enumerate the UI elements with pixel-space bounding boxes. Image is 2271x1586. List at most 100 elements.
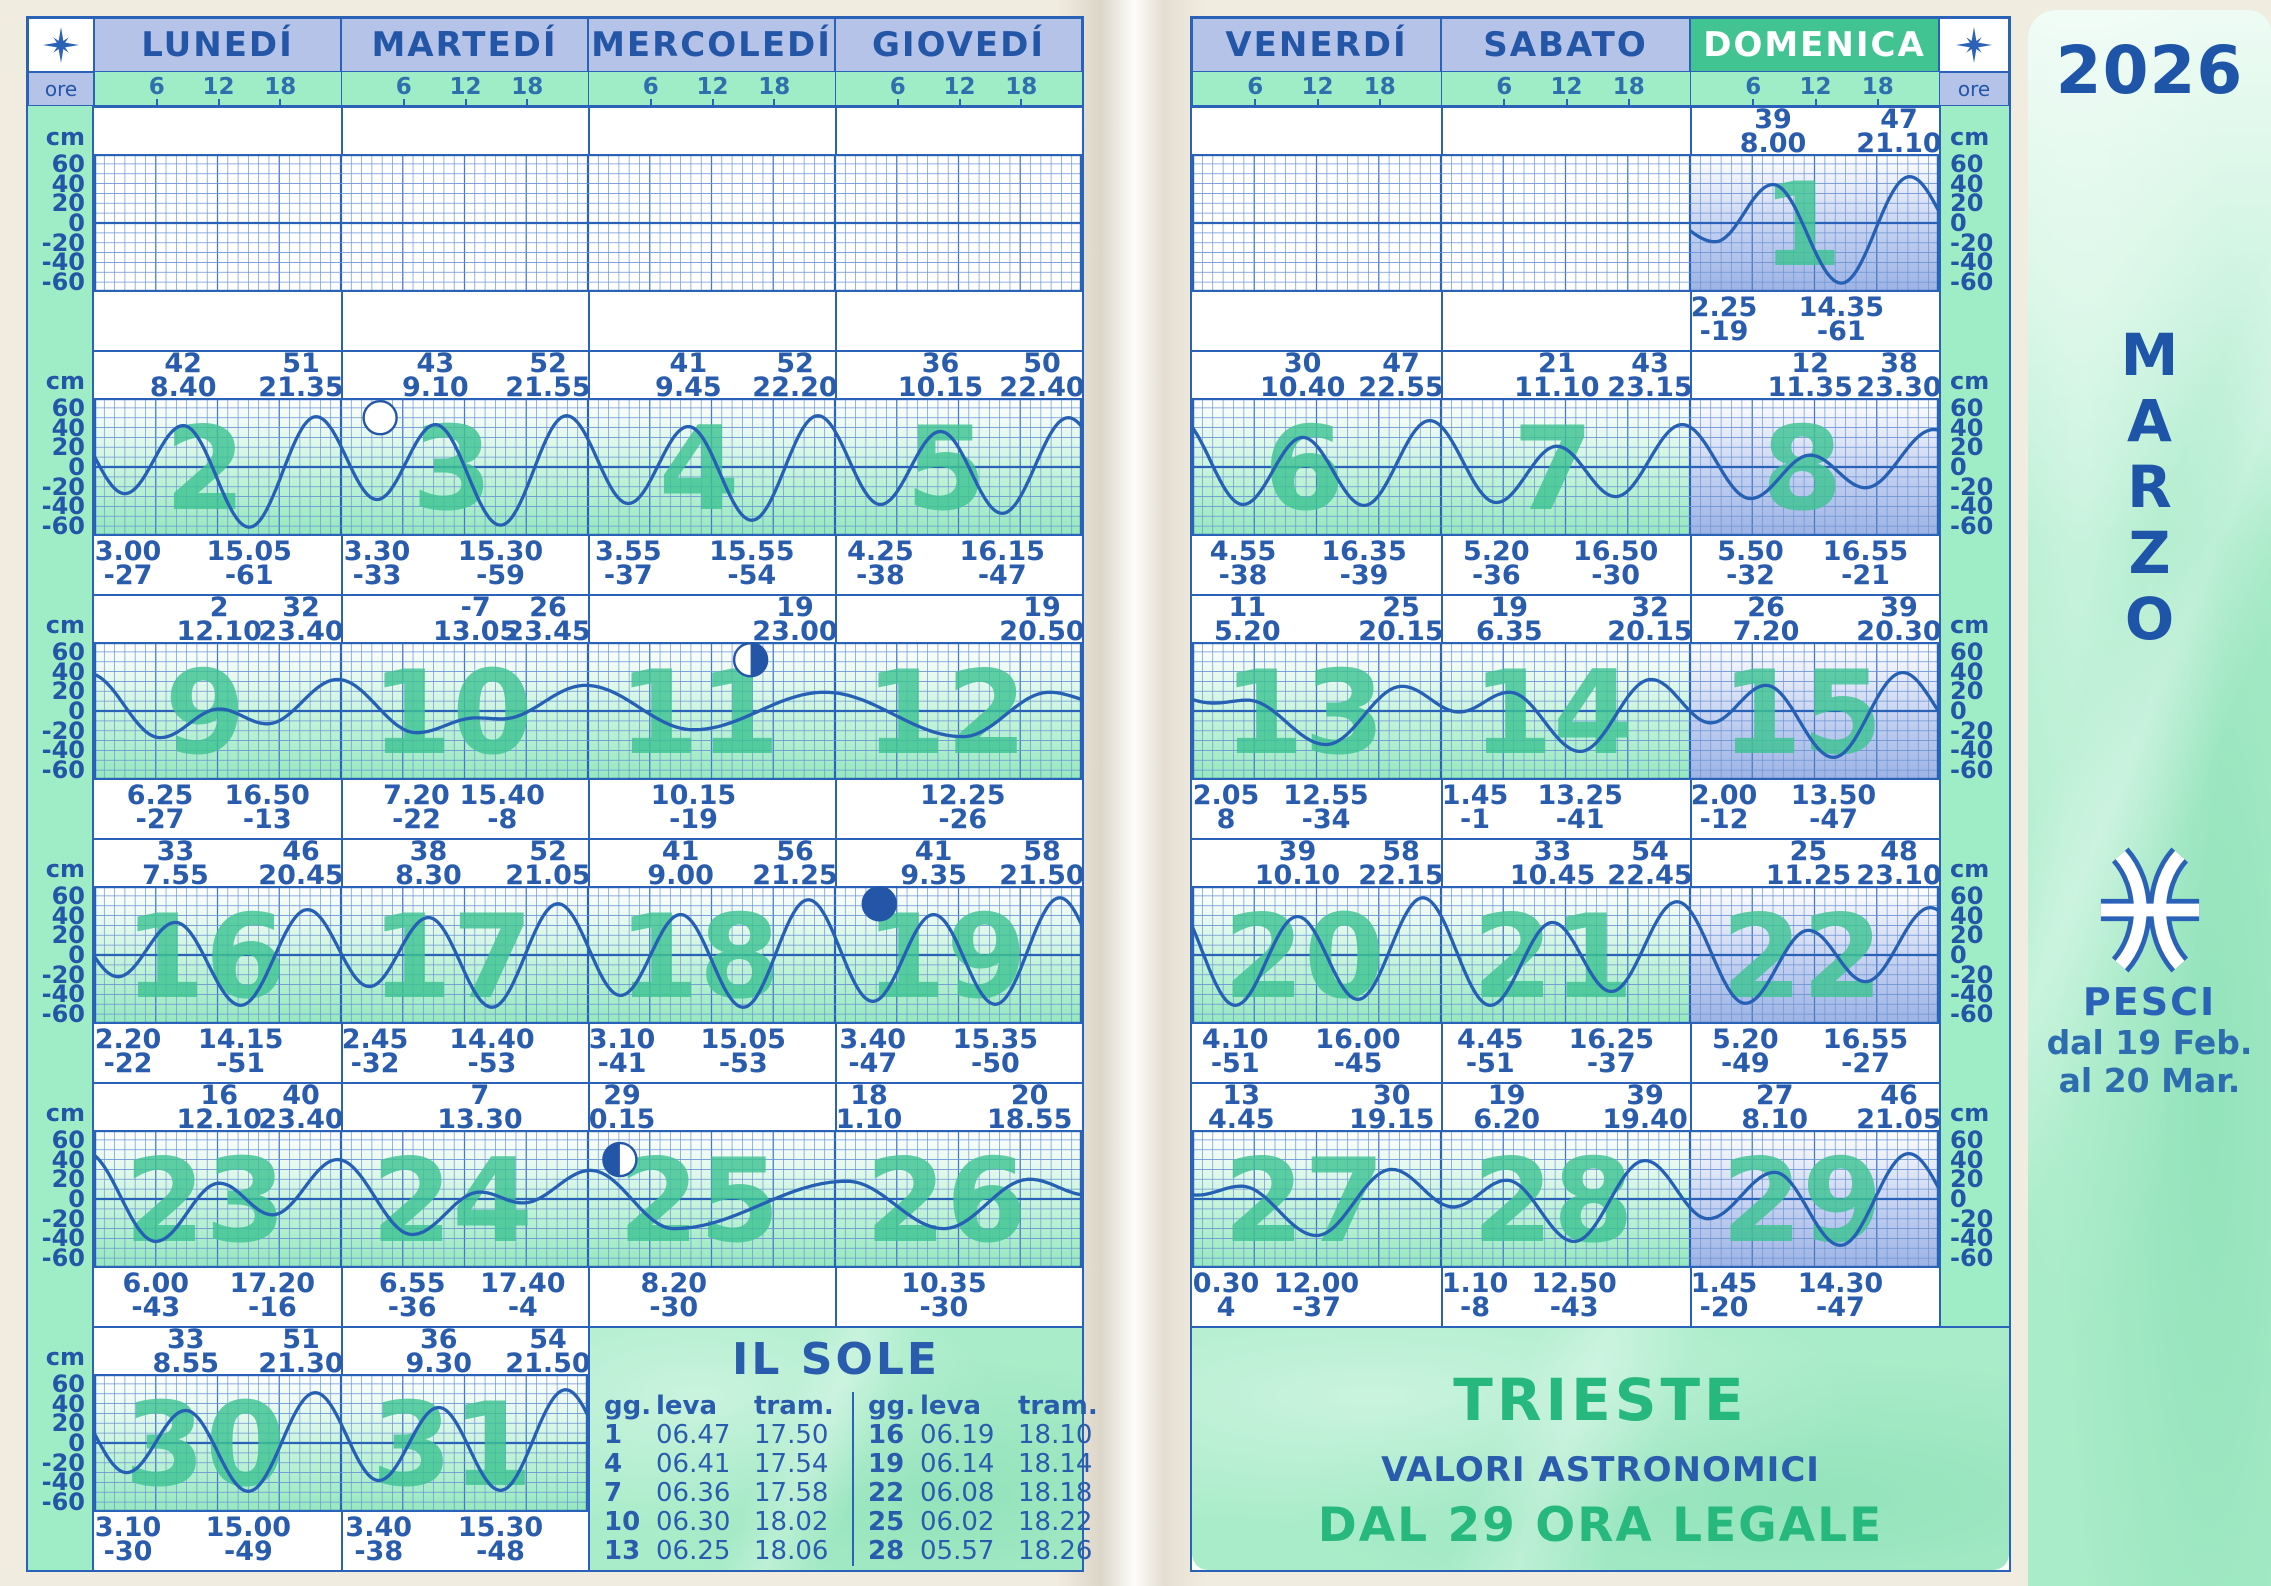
cm-tick-label: -40: [41, 492, 85, 521]
tide-high-label: 30 10.40: [1259, 348, 1346, 403]
day-number: 19: [865, 889, 1027, 1025]
sun-time: 17.58: [754, 1478, 829, 1508]
day-number: 5: [905, 401, 987, 537]
tide-high-label: 39 19.40: [1602, 1080, 1688, 1135]
sun-day: 22: [868, 1478, 905, 1508]
cm-tick-label: 0: [68, 209, 85, 237]
hour-tick-mark: [526, 99, 529, 106]
hour-tick-mark: [1378, 99, 1381, 106]
tide-high-label: 40 23.40: [258, 1080, 344, 1135]
tide-high-label: 38 23.30: [1856, 348, 1942, 403]
column-separator: [1441, 1268, 1443, 1326]
hour-tick-label: 12: [449, 74, 482, 100]
tide-low-label: 15.35 -50: [952, 1024, 1039, 1079]
cm-tick-label: 20: [1950, 677, 1984, 706]
tide-low-label: 17.40 -4: [480, 1268, 566, 1323]
cm-unit-label: cm: [1950, 123, 1990, 151]
tide-low-label: 14.35 -61: [1798, 292, 1884, 347]
corner-star-cell: [28, 18, 94, 72]
cm-tick-label: -60: [1950, 756, 1994, 785]
tide-high-label: 50 22.40: [999, 348, 1085, 403]
hour-tick-label: 18: [1363, 74, 1396, 100]
cm-tick-label: -60: [1950, 268, 1994, 297]
week-divider: [1192, 106, 1939, 108]
cm-tick-label: -40: [41, 1224, 85, 1253]
column-separator: [1441, 838, 1443, 886]
tide-high-label: 30 19.15: [1349, 1080, 1435, 1135]
cm-tick-label: -40: [41, 980, 85, 1009]
tide-low-label: 0.30 4: [1192, 1268, 1260, 1323]
sun-time: 18.02: [754, 1507, 829, 1537]
column-separator: [1690, 780, 1692, 838]
day-number: 18: [618, 889, 780, 1025]
zodiac-name: PESCI: [2082, 980, 2217, 1024]
column-separator: [835, 350, 837, 398]
column-separator: [341, 350, 343, 398]
cm-unit-label: cm: [45, 611, 85, 639]
cm-unit-label: cm: [1950, 611, 1990, 639]
cm-tick-label: -60: [1950, 512, 1994, 541]
day-number: 7: [1512, 401, 1594, 537]
cm-tick-label: 20: [51, 189, 85, 218]
day-number: 22: [1721, 889, 1883, 1025]
cm-tick-label: 60: [51, 1125, 85, 1154]
hour-tick-mark: [958, 99, 961, 106]
hour-tick-label: 12: [1550, 74, 1583, 100]
day-number: 11: [618, 645, 780, 781]
sun-table-column: gg. leva tram. 16 06.19 18.10 19 06.14 18.14 22 06…: [852, 1392, 1116, 1566]
sun-time: 06.36: [656, 1478, 731, 1508]
tide-low-label: 15.05 -61: [206, 536, 292, 591]
column-separator: [1441, 1024, 1443, 1082]
tide-high-label: 13 4.45: [1207, 1080, 1275, 1135]
column-separator: [835, 292, 837, 350]
weekday-header-venerdí: VENERDÍ: [1192, 18, 1441, 72]
cm-tick-label: 40: [51, 413, 85, 442]
hours-axis-label: ore: [1939, 72, 2009, 106]
hour-tick-mark: [217, 99, 220, 106]
cm-tick-label: 0: [68, 697, 85, 725]
tide-high-label: 19 23.00: [752, 592, 838, 647]
cm-tick-label: 20: [51, 1409, 85, 1438]
week-row: 27 28 29 13 4.45 30 19.15 0.30 4 12.00 -37 19 6.20 39…: [1192, 1080, 1942, 1326]
tide-low-label: 2.00 -12: [1690, 780, 1758, 835]
cm-tick-label: 0: [68, 941, 85, 969]
day-number: 21: [1472, 889, 1634, 1025]
tide-high-label: 33 10.45: [1509, 836, 1596, 891]
sun-time: 06.41: [656, 1449, 731, 1479]
cm-tick-label: 40: [1950, 413, 1984, 442]
cm-tick-label: 60: [51, 393, 85, 422]
compass-star-icon: [43, 27, 79, 63]
cm-tick-label: -20: [41, 472, 85, 501]
column-separator: [341, 292, 343, 350]
column-separator: [341, 1512, 343, 1570]
tide-high-label: 26 23.45: [505, 592, 591, 647]
sun-day: 1: [604, 1420, 623, 1450]
month-letter: O: [2124, 585, 2175, 653]
sun-day: 7: [604, 1478, 623, 1508]
tide-high-label: 32 20.15: [1607, 592, 1693, 647]
column-separator: [341, 1082, 343, 1130]
cm-tick-label: 60: [51, 1369, 85, 1398]
column-separator: [835, 1268, 837, 1326]
cm-tick-label: 20: [1950, 921, 1984, 950]
location-title: TRIESTE: [1453, 1366, 1748, 1434]
cm-tick-label: -20: [1950, 472, 1994, 501]
column-separator: [1690, 1082, 1692, 1130]
sun-day: 28: [868, 1536, 905, 1566]
column-separator: [588, 838, 590, 886]
cm-tick-label: -40: [41, 248, 85, 277]
cm-tick-label: -40: [1950, 248, 1994, 277]
hour-tick-mark: [1254, 99, 1257, 106]
tide-high-label: 36 10.15: [897, 348, 984, 403]
tide-high-label: 52 21.55: [505, 348, 591, 403]
tide-low-label: 2.25 -19: [1690, 292, 1758, 347]
cm-tick-label: 60: [51, 881, 85, 910]
tide-low-label: 3.30 -33: [343, 536, 411, 591]
day-number: 28: [1472, 1133, 1634, 1269]
cm-tick-label: -40: [41, 736, 85, 765]
compass-star-icon: [1956, 27, 1992, 63]
cm-tick-label: -40: [1950, 980, 1994, 1009]
cm-tick-label: -20: [41, 228, 85, 257]
cm-tick-label: 20: [51, 433, 85, 462]
cm-tick-label: 20: [51, 1165, 85, 1194]
